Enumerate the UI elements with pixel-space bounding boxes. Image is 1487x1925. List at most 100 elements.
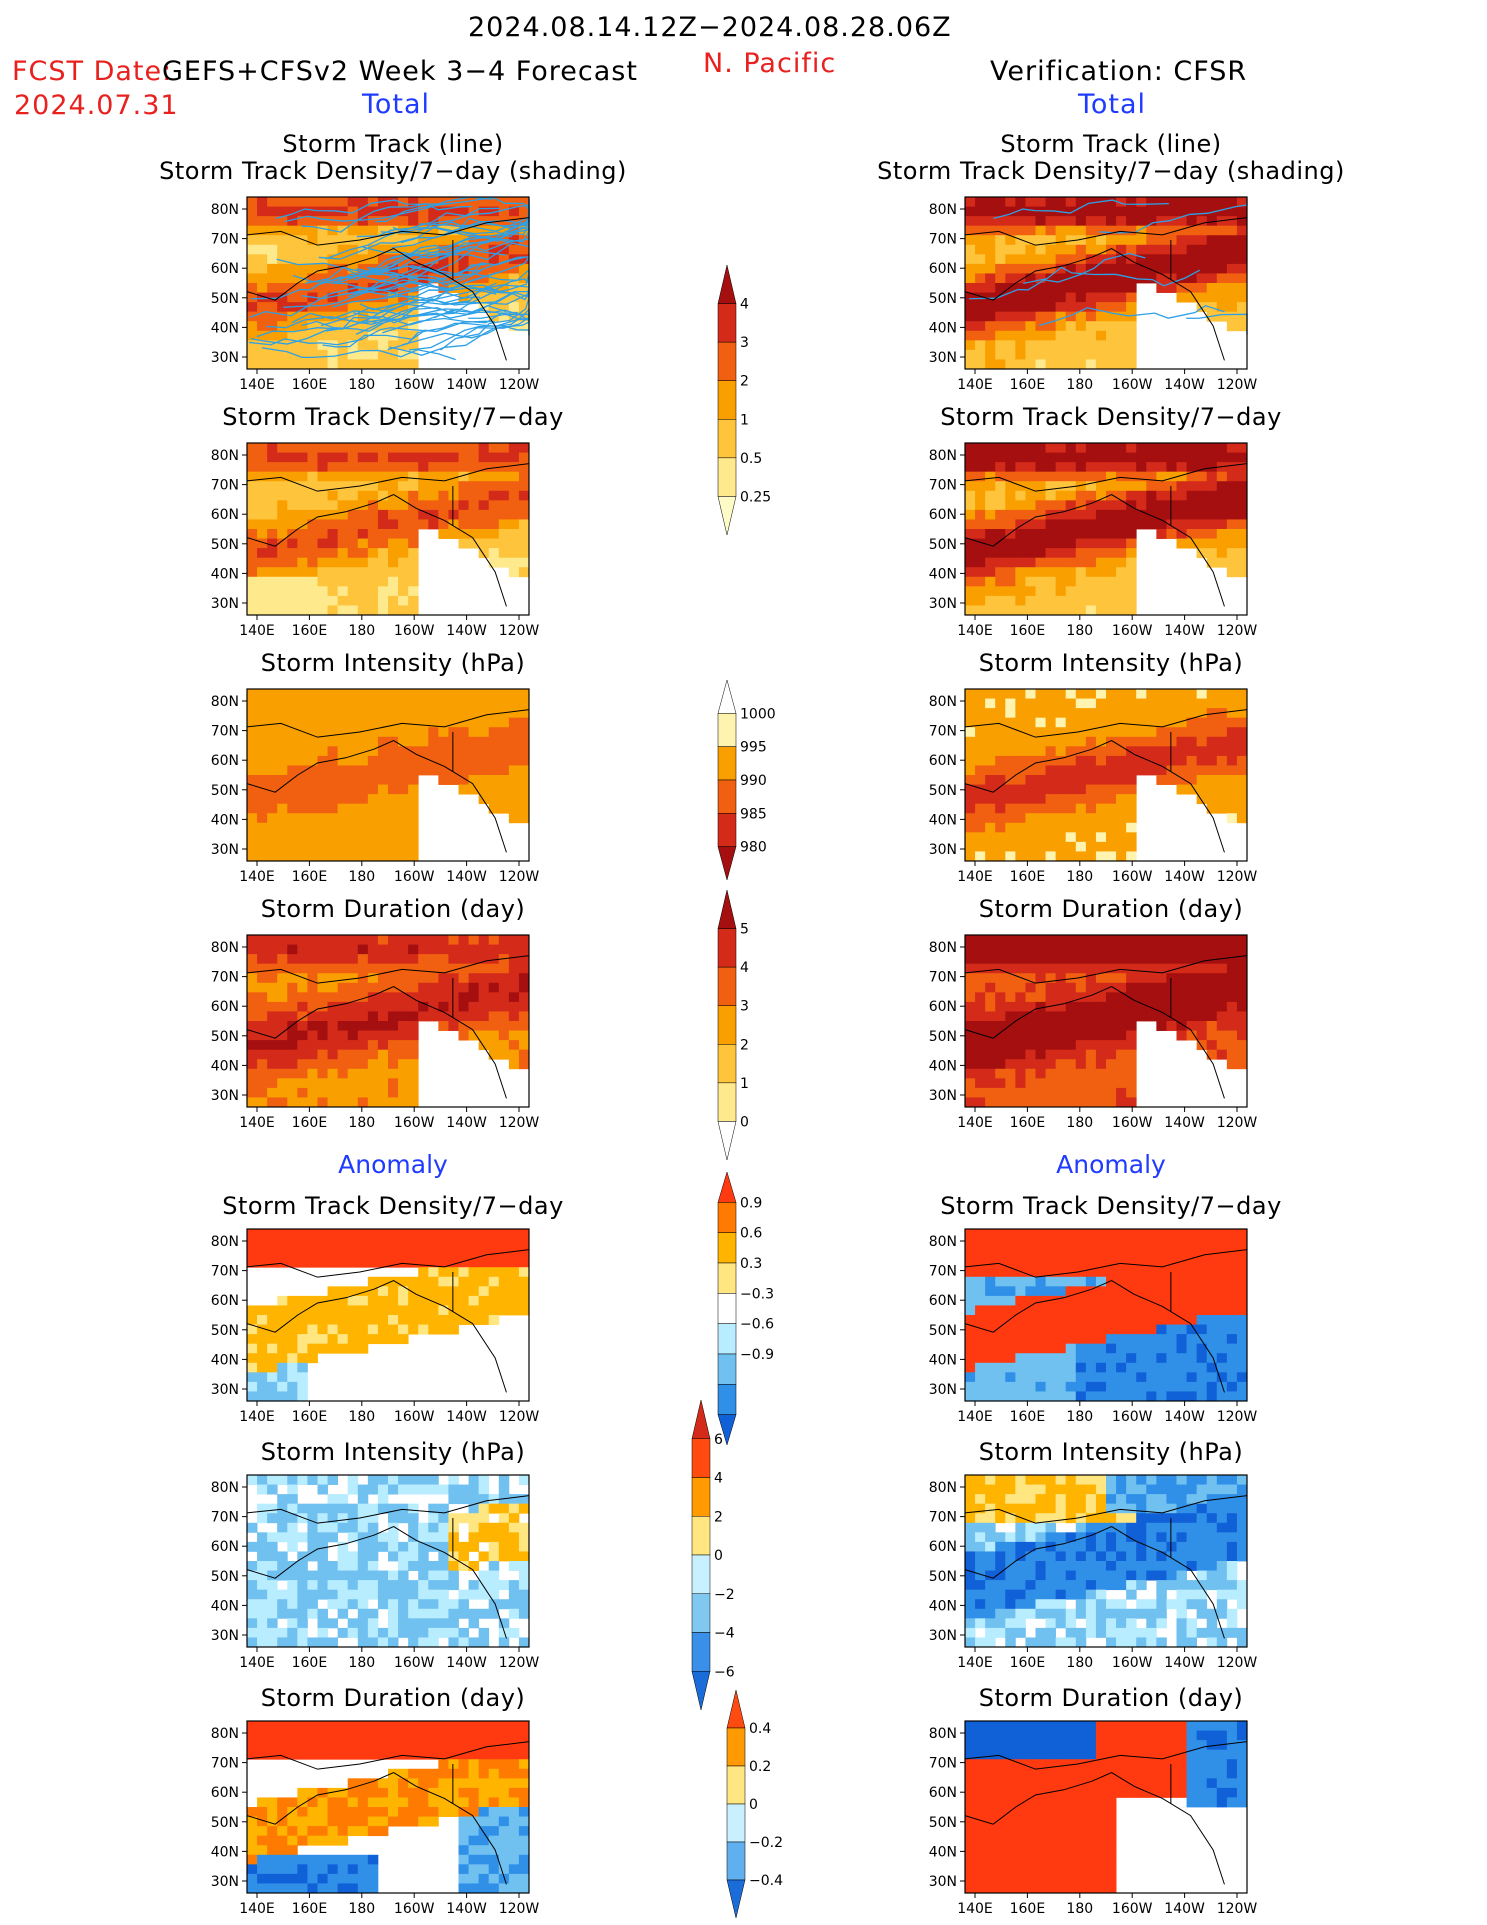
map-panel-cfsr-2: 140E 160E 180 160W 140W 120W 80N 70N 60N 50N 40N 30… [929, 688, 1257, 885]
map-panel-cfsr-3: 140E 160E 180 160W 140W 120W 80N 70N 60N 50N 40N 30… [929, 934, 1258, 1131]
colorbar-label: −4 [714, 1626, 735, 1642]
y-tick-label: 60N [211, 261, 239, 277]
x-tick-label: 160W [394, 1409, 435, 1425]
y-tick-label: 60N [929, 507, 957, 523]
x-tick-label: 160W [394, 377, 435, 393]
colorbar-intensity_anom: 6 4 2 0 −2 −4 −6 [691, 1399, 735, 1711]
colorbar-label: 0.25 [740, 489, 771, 505]
x-tick-label: 120W [499, 377, 540, 393]
colorbar-label: 0.9 [740, 1195, 762, 1211]
y-tick-label: 40N [211, 320, 239, 336]
y-tick-label: 50N [211, 1323, 239, 1339]
x-tick-label: 180 [348, 869, 375, 885]
y-tick-label: 80N [211, 1480, 239, 1496]
left-anomaly-label: Anomaly [338, 1150, 448, 1179]
x-tick-label: 160E [292, 1409, 328, 1425]
panel-title-track-line-right: Storm Track (line) [1000, 130, 1222, 158]
y-tick-label: 70N [929, 1264, 957, 1280]
colorbar-label: 990 [740, 773, 767, 789]
map-panel-forecast-4: 140E 160E 180 160W 140W 120W 80N 70N 60N 50N 40N 30… [211, 1228, 539, 1425]
x-tick-label: 160W [394, 869, 435, 885]
x-tick-label: 160E [292, 869, 328, 885]
colorbar-label: −0.9 [740, 1347, 774, 1363]
colorbar-label: 0.6 [740, 1226, 762, 1242]
y-tick-label: 60N [211, 507, 239, 523]
y-tick-label: 40N [929, 566, 957, 582]
y-tick-label: 50N [211, 783, 239, 799]
y-tick-label: 50N [929, 1323, 957, 1339]
colorbar-label: 3 [740, 335, 749, 351]
panel-title-density-anom-left: Storm Track Density/7−day [222, 1192, 564, 1220]
y-tick-label: 30N [929, 842, 957, 858]
x-tick-label: 160E [292, 377, 328, 393]
y-tick-label: 70N [211, 1264, 239, 1280]
x-tick-label: 160W [1112, 377, 1153, 393]
panel-title-density-anom-right: Storm Track Density/7−day [940, 1192, 1282, 1220]
x-tick-label: 140E [239, 1901, 275, 1917]
colorbar-label: 0.4 [749, 1721, 771, 1737]
y-tick-label: 50N [211, 1029, 239, 1045]
x-tick-label: 180 [348, 377, 375, 393]
colorbar-label: 0 [749, 1797, 758, 1813]
x-tick-label: 140W [1164, 1901, 1205, 1917]
map-panel-cfsr-4: 140E 160E 180 160W 140W 120W 80N 70N 60N 50N 40N 30… [929, 1228, 1258, 1425]
colorbar-label: 0 [714, 1548, 723, 1564]
y-tick-label: 50N [929, 537, 957, 553]
colorbar-label: 980 [740, 840, 767, 856]
x-tick-label: 140W [446, 1409, 487, 1425]
panel-title-duration-left: Storm Duration (day) [260, 895, 526, 923]
x-tick-label: 140W [1164, 869, 1205, 885]
panel-title-duration-right: Storm Duration (day) [978, 895, 1244, 923]
x-tick-label: 120W [1217, 1409, 1258, 1425]
x-tick-label: 140W [446, 623, 487, 639]
y-tick-label: 70N [211, 1510, 239, 1526]
colorbar-label: −6 [714, 1664, 735, 1680]
colorbar-label: 1000 [740, 706, 776, 722]
y-tick-label: 30N [211, 1874, 239, 1890]
x-tick-label: 160W [1112, 1115, 1153, 1131]
colorbar-label: 1 [740, 1076, 749, 1092]
y-tick-label: 80N [211, 448, 239, 464]
x-tick-label: 120W [499, 1655, 540, 1671]
colorbar-label: −0.4 [749, 1873, 783, 1889]
colorbar-label: 0.2 [749, 1759, 771, 1775]
map-panel-forecast-0: 140E 160E 180 160W 140W 120W 80N 70N 60N 50N 40N 30… [211, 196, 540, 393]
colorbar-label: 4 [740, 297, 749, 313]
x-tick-label: 120W [1217, 1901, 1258, 1917]
y-tick-label: 40N [929, 1598, 957, 1614]
x-tick-label: 120W [1217, 1115, 1258, 1131]
map-panel-cfsr-5: 140E 160E 180 160W 140W 120W 80N 70N 60N 50N 40N 30… [929, 1474, 1258, 1671]
colorbar-label: 5 [740, 922, 749, 938]
y-tick-label: 50N [929, 291, 957, 307]
y-tick-label: 70N [211, 970, 239, 986]
panel-title-density-right: Storm Track Density/7−day [940, 403, 1282, 431]
period-title: 2024.08.14.12Z−2024.08.28.06Z [468, 12, 952, 43]
x-tick-label: 120W [1217, 1655, 1258, 1671]
fcst-date-value: 2024.07.31 [14, 90, 179, 121]
panel-title-duration-anom-left: Storm Duration (day) [260, 1684, 526, 1712]
y-tick-label: 40N [929, 1844, 957, 1860]
panel-title-intensity-right: Storm Intensity (hPa) [978, 649, 1244, 677]
y-tick-label: 40N [211, 1058, 239, 1074]
y-tick-label: 70N [929, 724, 957, 740]
x-tick-label: 180 [348, 1655, 375, 1671]
x-tick-label: 160W [1112, 623, 1153, 639]
x-tick-label: 160E [1010, 1115, 1046, 1131]
colorbar-label: −0.2 [749, 1835, 783, 1851]
x-tick-label: 160E [292, 1655, 328, 1671]
x-tick-label: 160E [1010, 377, 1046, 393]
x-tick-label: 160W [394, 1901, 435, 1917]
y-tick-label: 40N [929, 1058, 957, 1074]
panel-title-track-shading-left: Storm Track Density/7−day (shading) [159, 157, 627, 185]
x-tick-label: 160E [292, 1115, 328, 1131]
x-tick-label: 140W [1164, 623, 1205, 639]
y-tick-label: 70N [929, 1756, 957, 1772]
y-tick-label: 30N [211, 1382, 239, 1398]
y-tick-label: 50N [211, 291, 239, 307]
x-tick-label: 160W [1112, 1409, 1153, 1425]
x-tick-label: 120W [1217, 377, 1258, 393]
x-tick-label: 140E [957, 1901, 993, 1917]
y-tick-label: 40N [211, 1844, 239, 1860]
y-tick-label: 60N [929, 1293, 957, 1309]
